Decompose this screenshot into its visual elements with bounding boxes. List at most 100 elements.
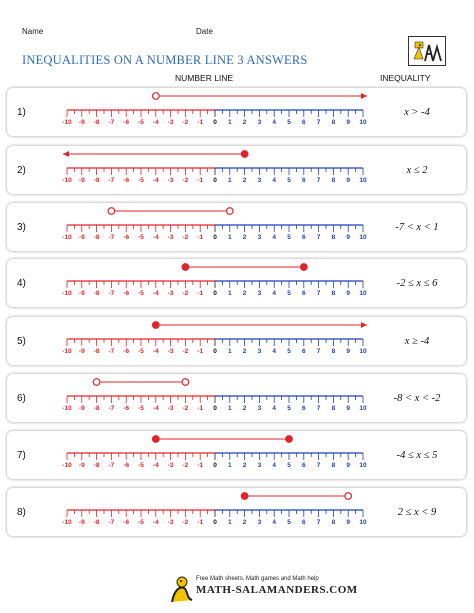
tick-label: -4	[153, 234, 159, 241]
tick-label: 10	[359, 234, 367, 241]
question-number: 8)	[17, 507, 26, 518]
tick-label: -3	[168, 462, 174, 469]
tick-label: 0	[213, 290, 217, 297]
answer-row: 8) 2 ≤ x < 9 -10 -9 -8 -7 -6 -5 -4 -3 -2 -1 0 1 2 3 4 5 6 7…	[7, 488, 466, 536]
tick-label: -1	[197, 119, 203, 126]
tick-label: -5	[138, 348, 144, 355]
number-line: -10 -9 -8 -7 -6 -5 -4 -3 -2 -1 0 1 2 3 4 5 6 7 8 9 10	[62, 263, 367, 297]
tick-label: 8	[332, 462, 336, 469]
tick-label: 9	[346, 348, 350, 355]
tick-label: -2	[183, 119, 189, 126]
tick-label: 3	[258, 519, 262, 526]
tick-label: 4	[272, 348, 276, 355]
tick-label: 7	[317, 462, 321, 469]
tick-label: -9	[79, 405, 85, 412]
tick-label: 6	[302, 290, 306, 297]
tick-label: -7	[109, 234, 115, 241]
number-line-column-header: NUMBER LINE	[175, 73, 234, 83]
closed-endpoint	[240, 492, 249, 500]
tick-label: 5	[287, 462, 291, 469]
tick-label: 0	[213, 405, 217, 412]
tick-label: 1	[228, 462, 232, 469]
tick-label: 1	[228, 119, 232, 126]
tick-label: 10	[359, 348, 367, 355]
tick-label: 8	[332, 177, 336, 184]
tick-label: 4	[272, 234, 276, 241]
tick-label: -5	[138, 177, 144, 184]
tick-label: 4	[272, 177, 276, 184]
tick-label: 5	[287, 234, 291, 241]
question-number: 3)	[17, 222, 26, 233]
tick-label: -3	[168, 348, 174, 355]
tick-label: 4	[272, 462, 276, 469]
tick-label: -5	[138, 405, 144, 412]
tick-label: 7	[317, 405, 321, 412]
tick-label: -4	[153, 462, 159, 469]
tick-label: -10	[62, 519, 72, 526]
tick-label: 3	[258, 462, 262, 469]
tick-label: 2	[243, 519, 247, 526]
answer-row: 6) -8 < x < -2 -10 -9 -8 -7 -6 -5 -4 -3 -2 -1 0 1 2 3 4 5…	[7, 374, 466, 422]
tick-label: 6	[302, 405, 306, 412]
inequality-answer: -7 < x < 1	[395, 222, 439, 233]
open-endpoint	[225, 207, 234, 215]
tick-label: -7	[109, 119, 115, 126]
closed-endpoint	[240, 150, 249, 158]
number-line: -10 -9 -8 -7 -6 -5 -4 -3 -2 -1 0 1 2 3 4 5 6 7 8 9 10	[62, 435, 367, 469]
tick-label: 5	[287, 177, 291, 184]
answer-row: 1) x > -4 -10 -9 -8 -7 -6 -5 -4 -3 -2 -1 0 1 2 3 4 5 6 7 8 9 1…	[7, 88, 466, 136]
solution-arrowhead	[361, 93, 367, 99]
tick-label: 2	[243, 462, 247, 469]
tick-label: -2	[183, 234, 189, 241]
tick-label: -10	[62, 234, 72, 241]
tick-label: 1	[228, 290, 232, 297]
tick-label: 1	[228, 348, 232, 355]
tick-label: 6	[302, 519, 306, 526]
tick-label: -7	[109, 519, 115, 526]
tick-label: -7	[109, 405, 115, 412]
answer-row: 5) x ≥ -4 -10 -9 -8 -7 -6 -5 -4 -3 -2 -1 0 1 2 3 4 5 6 7 8 9 1…	[7, 317, 466, 365]
tick-label: -4	[153, 119, 159, 126]
tick-label: -7	[109, 290, 115, 297]
tick-label: 1	[228, 405, 232, 412]
tick-label: -6	[123, 519, 129, 526]
tick-label: 6	[302, 177, 306, 184]
tick-label: -10	[62, 348, 72, 355]
tick-label: -7	[109, 462, 115, 469]
tick-label: -3	[168, 405, 174, 412]
tick-label: 6	[302, 462, 306, 469]
tick-label: 7	[317, 348, 321, 355]
footer-brand-name: MATH-SALAMANDERS.COM	[196, 584, 358, 596]
answer-row: 7) -4 ≤ x ≤ 5 -10 -9 -8 -7 -6 -5 -4 -3 -2 -1 0 1 2 3 4 5 6…	[7, 431, 466, 479]
tick-label: -3	[168, 119, 174, 126]
question-number: 4)	[17, 278, 26, 289]
inequality-answer: -4 ≤ x ≤ 5	[396, 450, 438, 461]
tick-label: -10	[62, 462, 72, 469]
tick-label: -4	[153, 290, 159, 297]
answer-row: 2) x ≤ 2 -10 -9 -8 -7 -6 -5 -4 -3 -2 -1 0 1 2 3 4 5 6 7 8 9 10	[7, 146, 466, 194]
tick-label: -7	[109, 177, 115, 184]
tick-label: -6	[123, 234, 129, 241]
inequality-answer: -8 < x < -2	[393, 393, 441, 404]
tick-label: 2	[243, 119, 247, 126]
tick-label: 0	[213, 119, 217, 126]
answer-row: 3) -7 < x < 1 -10 -9 -8 -7 -6 -5 -4 -3 -2 -1 0 1 2 3 4 5 6…	[7, 203, 466, 251]
tick-label: 9	[346, 290, 350, 297]
inequality-answer: x ≤ 2	[406, 165, 428, 176]
tick-label: -10	[62, 405, 72, 412]
tick-label: -1	[197, 177, 203, 184]
tick-label: 9	[346, 405, 350, 412]
tick-label: 10	[359, 119, 367, 126]
tick-label: -6	[123, 119, 129, 126]
inequality-answer: 2 ≤ x < 9	[397, 507, 437, 518]
tick-label: -1	[197, 234, 203, 241]
tick-label: -6	[123, 462, 129, 469]
tick-label: 7	[317, 234, 321, 241]
tick-label: -2	[183, 348, 189, 355]
footer-tagline: Free Math sheets, Math games and Math he…	[196, 576, 319, 582]
open-endpoint	[344, 492, 353, 500]
tick-label: 4	[272, 519, 276, 526]
tick-label: -9	[79, 119, 85, 126]
tick-label: -10	[62, 119, 72, 126]
tick-label: -5	[138, 462, 144, 469]
